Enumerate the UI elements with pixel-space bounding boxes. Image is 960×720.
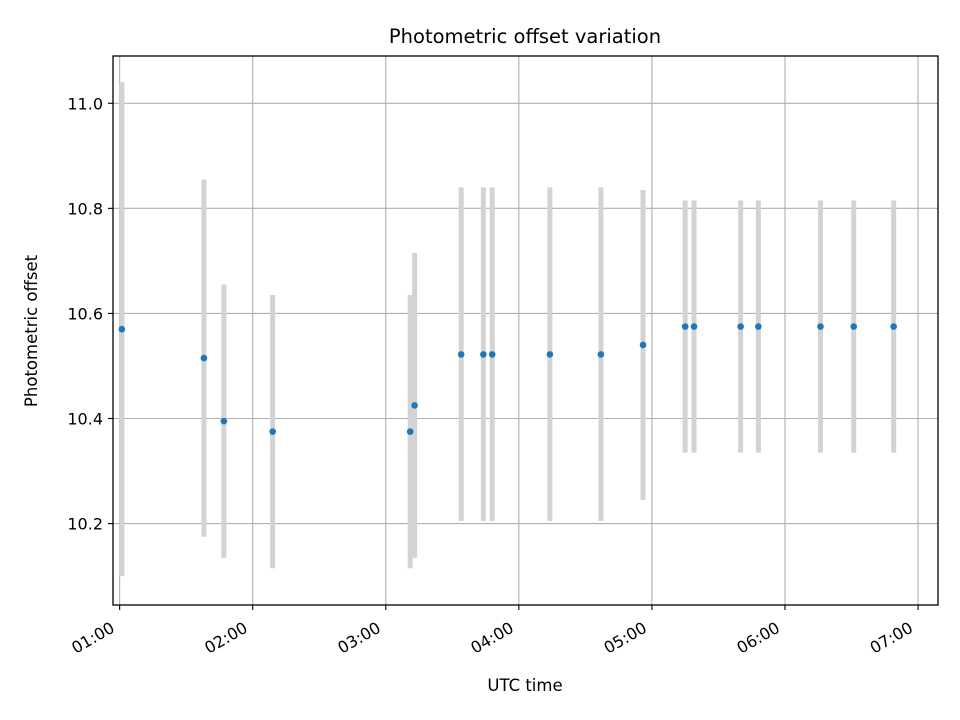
x-tick-label: 03:00 [334,618,383,658]
data-point [457,351,465,358]
y-axis-label: Photometric offset [22,254,41,407]
data-point [269,428,276,435]
y-tick-label: 10.6 [67,304,103,323]
data-point [220,417,228,425]
x-tick-label: 01:00 [68,618,117,658]
y-tick-label: 10.2 [67,515,103,534]
x-tick-label: 05:00 [600,618,649,658]
x-axis-label: UTC time [487,676,562,695]
x-tick-label: 04:00 [467,618,516,658]
data-point [681,323,689,330]
grid-lines [113,56,938,605]
data-point [850,323,858,330]
x-tick-label: 07:00 [867,618,916,658]
data-point [546,351,554,358]
data-point [200,354,208,362]
data-point [639,341,647,349]
data-point [817,323,824,330]
data-point [755,323,762,330]
x-tick-label: 06:00 [734,618,783,658]
plot-area-frame [112,55,939,606]
error-bars [119,82,897,577]
x-axis-ticks: 01:00 02:00 03:00 04:00 05:00 06:00 07:00 [68,605,919,658]
chart-title: Photometric offset variation [389,25,661,48]
data-point [890,323,897,330]
x-tick-label: 02:00 [201,618,250,658]
data-point [118,325,126,333]
data-point [488,351,496,358]
data-point [690,323,698,330]
data-points [118,323,897,435]
y-tick-label: 10.4 [67,409,103,428]
data-point [480,351,487,358]
y-tick-label: 11.0 [67,94,103,113]
data-point [411,402,418,409]
data-point [406,428,414,435]
y-axis-ticks: 10.2 10.4 10.6 10.8 11.0 [67,94,113,534]
data-point [737,323,744,330]
y-tick-label: 10.8 [67,199,103,218]
data-point [597,351,605,358]
